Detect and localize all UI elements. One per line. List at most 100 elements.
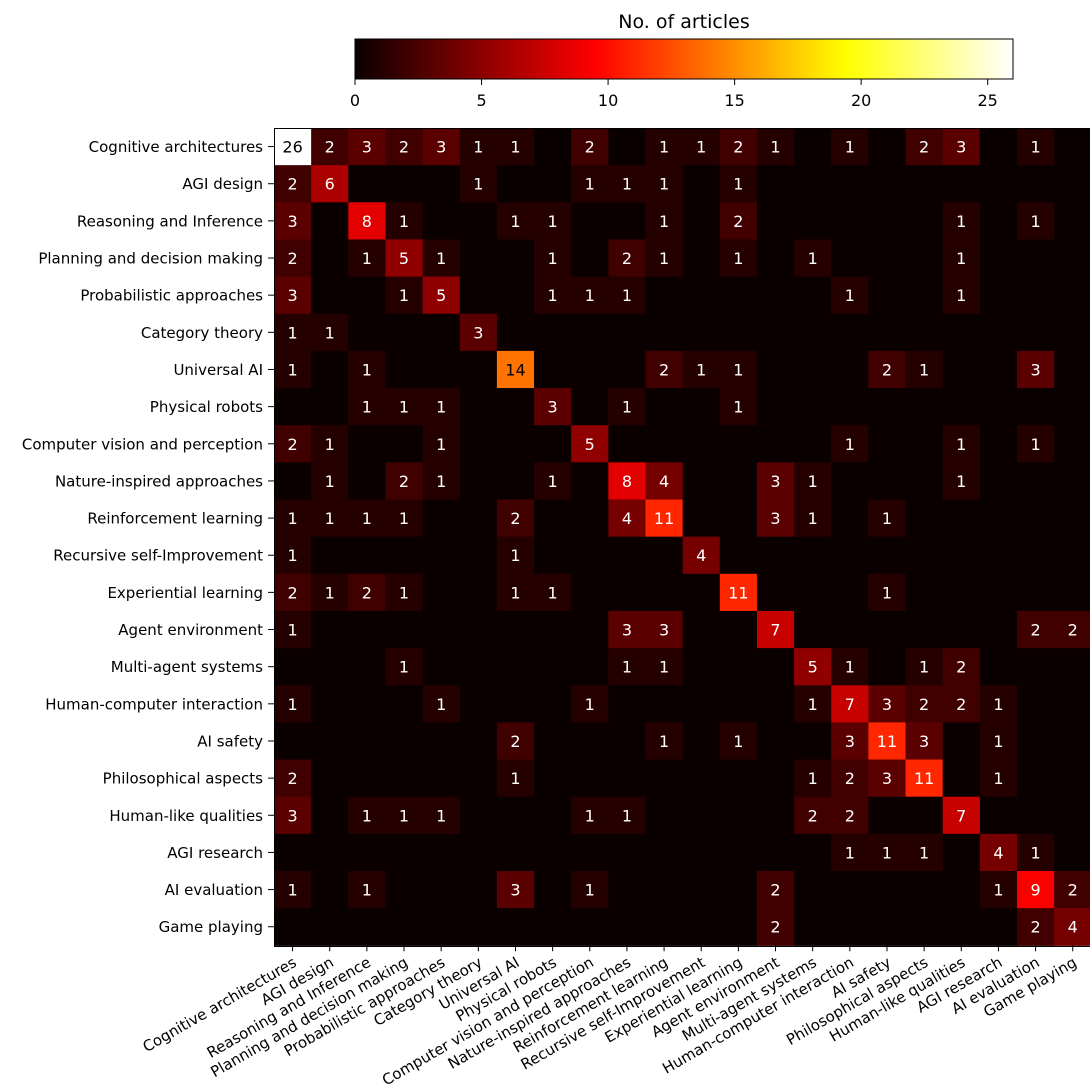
heatmap-cell xyxy=(274,276,312,315)
heatmap-cell xyxy=(311,388,349,426)
heatmap-cell xyxy=(608,833,647,872)
heatmap-cell xyxy=(496,536,535,575)
heatmap-cell xyxy=(571,796,609,835)
heatmap-cell xyxy=(719,313,758,352)
cell-value-label: 1 xyxy=(510,546,520,565)
cell-value-label: 1 xyxy=(362,360,372,379)
heatmap-cell xyxy=(1017,276,1055,315)
heatmap-cell xyxy=(645,573,684,612)
y-tick-label: Human-like qualities xyxy=(109,807,263,825)
cell-value-label: 1 xyxy=(919,843,929,862)
heatmap-cell xyxy=(496,685,535,723)
cell-value-label: 2 xyxy=(287,583,297,602)
heatmap-cell xyxy=(459,796,498,835)
cell-value-label: 3 xyxy=(919,732,929,751)
heatmap-cell xyxy=(534,165,572,203)
heatmap-cell xyxy=(274,871,312,909)
heatmap-cell xyxy=(274,388,312,426)
heatmap-cell xyxy=(385,239,424,278)
cell-value-label: 1 xyxy=(436,695,446,714)
heatmap-cell xyxy=(868,313,907,352)
heatmap-cell xyxy=(311,833,349,872)
heatmap-cell xyxy=(794,908,832,946)
cell-value-label: 3 xyxy=(659,621,669,640)
heatmap-cell xyxy=(794,388,832,426)
heatmap-cell xyxy=(1054,796,1090,835)
heatmap-cell xyxy=(868,276,907,315)
heatmap-cell xyxy=(496,202,535,241)
heatmap-cell xyxy=(831,165,869,203)
heatmap-cell xyxy=(459,833,498,872)
heatmap-cell xyxy=(979,908,1018,946)
heatmap-cell xyxy=(274,610,312,649)
heatmap-cell xyxy=(942,462,981,501)
heatmap-cell xyxy=(459,573,498,612)
heatmap-cell xyxy=(645,165,684,203)
y-tick-label: Nature-inspired approaches xyxy=(55,472,263,490)
heatmap-cell xyxy=(645,536,684,575)
heatmap-cell xyxy=(348,499,387,538)
heatmap-cell xyxy=(794,128,832,166)
cell-value-label: 2 xyxy=(808,806,818,825)
heatmap-cell xyxy=(682,908,721,946)
heatmap-cell xyxy=(385,648,424,686)
heatmap-cell xyxy=(756,871,795,909)
y-tick-label: Recursive self-Improvement xyxy=(53,547,263,565)
heatmap-cell xyxy=(385,313,424,352)
heatmap-cell xyxy=(756,610,795,649)
heatmap-cell xyxy=(942,796,981,835)
cell-value-label: 2 xyxy=(399,138,409,157)
cell-value-label: 11 xyxy=(728,583,748,602)
heatmap-cell xyxy=(608,239,647,278)
heatmap-cell xyxy=(756,833,795,872)
heatmap-cell xyxy=(274,239,312,278)
cell-value-label: 1 xyxy=(287,323,297,342)
heatmap-cell xyxy=(571,871,609,909)
heatmap-cell xyxy=(868,239,907,278)
heatmap-cell xyxy=(274,722,312,761)
heatmap-cell xyxy=(719,871,758,909)
heatmap-cell xyxy=(794,796,832,835)
cell-value-label: 8 xyxy=(622,472,632,491)
heatmap-cell xyxy=(348,648,387,686)
cell-value-label: 1 xyxy=(622,175,632,194)
heatmap-cell xyxy=(496,388,535,426)
heatmap-cell xyxy=(794,499,832,538)
heatmap-cell xyxy=(311,759,349,798)
cell-value-label: 1 xyxy=(845,286,855,305)
colorbar: No. of articles 0 5 10 15 20 25 xyxy=(350,11,1014,110)
colorbar-label: No. of articles xyxy=(618,11,749,33)
heatmap-cell xyxy=(422,202,461,241)
cell-value-label: 1 xyxy=(956,286,966,305)
heatmap-cell xyxy=(571,239,609,278)
cell-value-label: 2 xyxy=(845,806,855,825)
heatmap-cell xyxy=(534,128,572,166)
heatmap-cell xyxy=(385,610,424,649)
heatmap-cell xyxy=(1017,313,1055,352)
heatmap-cell xyxy=(311,722,349,761)
cell-value-label: 1 xyxy=(808,249,818,268)
cell-value-label: 2 xyxy=(287,435,297,454)
heatmap-cell xyxy=(459,202,498,241)
heatmap-cell xyxy=(645,313,684,352)
heatmap-cell xyxy=(608,499,647,538)
cell-value-label: 2 xyxy=(919,138,929,157)
heatmap-cell xyxy=(831,573,869,612)
cell-value-label: 26 xyxy=(282,138,302,157)
heatmap-cell xyxy=(719,239,758,278)
heatmap-cell xyxy=(1017,388,1055,426)
heatmap-cell xyxy=(385,796,424,835)
cell-value-label: 1 xyxy=(1030,435,1040,454)
heatmap-cell xyxy=(348,871,387,909)
cell-value-label: 1 xyxy=(436,472,446,491)
heatmap-cell xyxy=(1054,648,1090,686)
heatmap-cell xyxy=(979,759,1018,798)
heatmap-cell xyxy=(942,350,981,389)
heatmap-cell xyxy=(311,239,349,278)
cell-value-label: 4 xyxy=(696,546,706,565)
heatmap-cell xyxy=(645,425,684,463)
heatmap-cell xyxy=(979,610,1018,649)
heatmap-cell xyxy=(794,871,832,909)
heatmap-cell xyxy=(534,239,572,278)
